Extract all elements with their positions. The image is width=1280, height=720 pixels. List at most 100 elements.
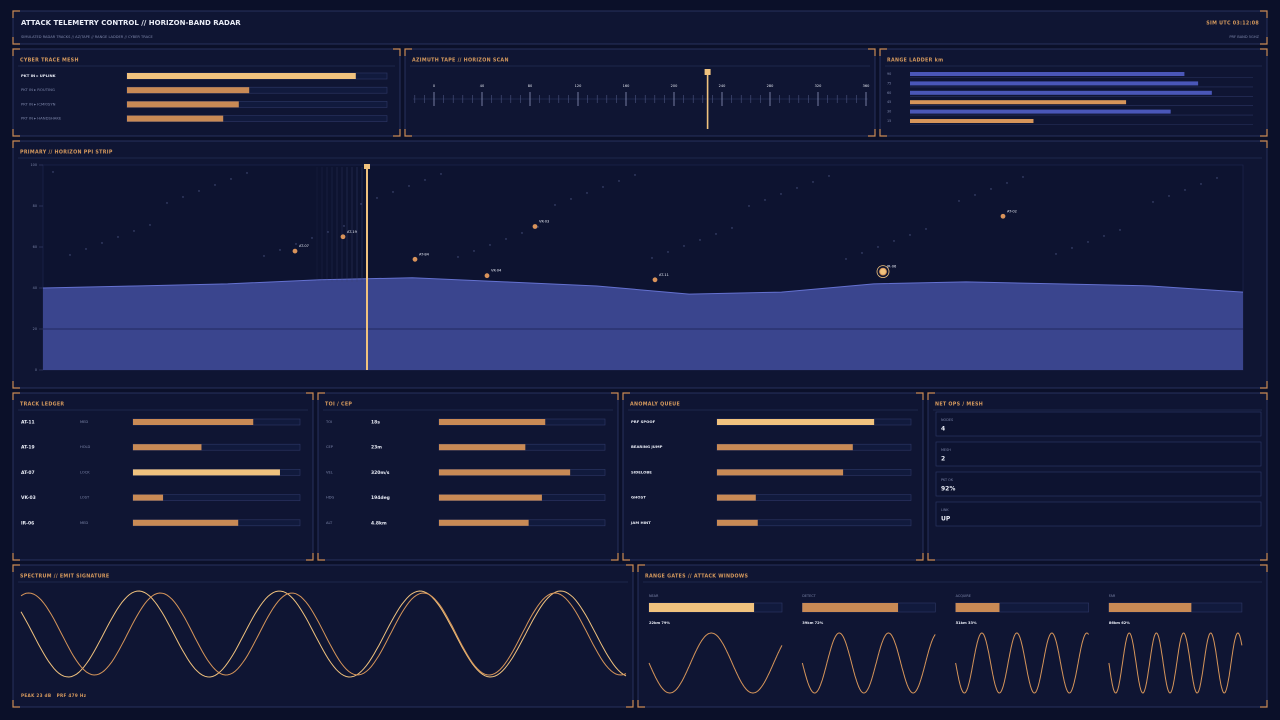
metric-label: TOI — [325, 420, 332, 424]
clutter-dot — [651, 257, 653, 259]
track-id: AT-07 — [21, 470, 35, 476]
tape-tick-label: 320 — [815, 84, 822, 88]
ladder-label: 45 — [887, 100, 891, 104]
track — [484, 273, 490, 279]
clutter-dot — [909, 234, 911, 236]
anomaly-label: GHOST — [631, 495, 646, 500]
clutter-dot — [473, 250, 475, 252]
bar — [649, 603, 755, 612]
track-status: MED — [80, 521, 88, 525]
track — [532, 224, 538, 229]
clutter-dot — [586, 192, 588, 194]
bar — [133, 444, 202, 451]
clutter-dot — [893, 240, 895, 242]
header-clock: SIM UTC 03:12:08 — [1206, 21, 1259, 27]
header-panel — [12, 10, 1268, 45]
clutter-dot — [1087, 241, 1089, 243]
bar — [717, 469, 844, 476]
bar — [439, 419, 546, 425]
clutter-dot — [715, 233, 717, 235]
metric-reading: 4.8km — [371, 520, 387, 526]
clutter-dot — [780, 193, 782, 195]
bar — [802, 603, 899, 612]
clutter-dot — [925, 228, 927, 230]
panel-title: AZIMUTH TAPE // HORIZON SCAN — [412, 58, 509, 64]
anomaly-label: BEARING JUMP — [631, 444, 663, 449]
clutter-dot — [828, 175, 830, 177]
bar — [439, 444, 526, 451]
header-subtitle: SIMULATED RADAR TRACKS // AZ/TAPE // RAN… — [21, 35, 153, 39]
bar — [717, 444, 853, 451]
clutter-dot — [457, 256, 459, 258]
range-gates-panel — [637, 564, 1268, 708]
clutter-dot — [360, 203, 362, 205]
gate-value-label: 22km 79% — [649, 621, 670, 625]
clutter-dot — [408, 185, 410, 187]
bar — [439, 494, 542, 501]
metric-reading: 320m/s — [371, 470, 390, 476]
panel-title: CYBER TRACE MESH — [20, 58, 79, 64]
track — [652, 277, 658, 283]
clutter-dot — [602, 186, 604, 188]
spectrum-footer: PEAK 23 dB PRF 479 Hz — [21, 693, 87, 698]
track-label: AT-19 — [347, 230, 358, 234]
y-tick-label: 20 — [33, 327, 37, 331]
net-cell-label: PKT OK — [941, 478, 954, 482]
ladder-label: 60 — [887, 91, 891, 95]
clutter-dot — [117, 236, 119, 238]
track-status: LOST — [80, 496, 90, 500]
corner-bracket — [12, 392, 314, 561]
y-tick-label: 0 — [35, 368, 37, 372]
clutter-dot — [52, 171, 54, 173]
anomaly-queue-panel — [622, 392, 924, 561]
y-tick-label: 60 — [33, 245, 37, 249]
clutter-dot — [990, 188, 992, 190]
clutter-dot — [182, 196, 184, 198]
clutter-dot — [246, 172, 248, 174]
gate-value-label: 39km 72% — [802, 621, 823, 625]
corner-bracket — [404, 48, 876, 137]
net-cell-value: 4 — [941, 426, 945, 433]
clutter-dot — [748, 205, 750, 207]
panel-title: NET OPS / MESH — [935, 402, 983, 408]
net-cell-value: UP — [941, 516, 951, 523]
bar — [439, 519, 529, 526]
ladder-label: 75 — [887, 81, 891, 85]
net-cell-label: LINK — [941, 508, 949, 512]
track — [412, 256, 418, 262]
corner-bracket — [12, 564, 634, 708]
net-cell-value: 92% — [941, 486, 955, 493]
track-status: LOCK — [80, 470, 90, 474]
bar — [133, 494, 164, 501]
track-label: IR-06 — [887, 265, 897, 269]
clutter-dot — [667, 251, 669, 253]
tape-tick-label: 40 — [480, 84, 484, 88]
net-cell-value: 2 — [941, 456, 945, 463]
track-id: AT-11 — [21, 420, 35, 426]
ladder-bar — [910, 100, 1127, 105]
terrain-ridge — [42, 277, 1244, 295]
track-status: MED — [80, 420, 88, 424]
clutter-dot — [537, 226, 539, 228]
clutter-dot — [424, 179, 426, 181]
ladder-bar — [910, 81, 1199, 86]
row-label: PKT IN ▸ UPLINK — [21, 73, 57, 78]
clutter-dot — [295, 243, 297, 245]
net-cell-label: NODES — [941, 418, 953, 422]
clutter-dot — [489, 244, 491, 246]
corner-bracket — [879, 48, 1268, 137]
bar — [1108, 603, 1192, 612]
clutter-dot — [1006, 182, 1008, 184]
bar — [133, 419, 254, 425]
clutter-dot — [392, 191, 394, 193]
clutter-dot — [133, 230, 135, 232]
net-cell — [935, 411, 1262, 437]
tape-tick-label: 0 — [433, 84, 435, 88]
track-label: AT-84 — [419, 252, 430, 256]
metric-label: ALT — [326, 521, 333, 525]
track-ledger-panel — [12, 392, 314, 561]
bar — [717, 419, 875, 425]
bar — [717, 519, 758, 526]
bar — [127, 73, 356, 79]
track — [340, 234, 346, 240]
